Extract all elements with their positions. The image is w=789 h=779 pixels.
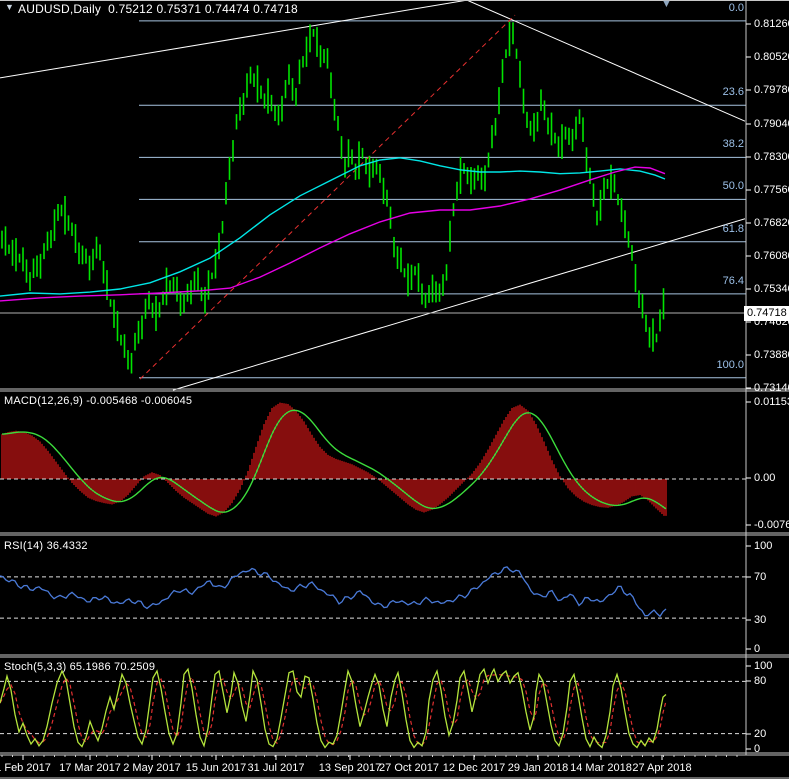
date-axis-label: 17 Mar 2017 bbox=[59, 762, 121, 774]
ohlc-close: 0.74718 bbox=[253, 2, 298, 16]
symbol-period-label: AUDUSD,Daily bbox=[18, 2, 102, 16]
stoch-axis-label: 80 bbox=[754, 675, 767, 687]
ohlc-open: 0.75212 bbox=[108, 2, 153, 16]
chart-title: AUDUSD,Daily 0.75212 0.75371 0.74474 0.7… bbox=[18, 2, 298, 16]
trendline-red-dashed bbox=[139, 14, 516, 380]
date-axis-label: 27 Oct 2017 bbox=[379, 762, 439, 774]
stoch-header: Stoch(5,3,3) 65.1986 70.2509 bbox=[4, 660, 155, 674]
date-axis-label: 15 Jun 2017 bbox=[185, 762, 247, 774]
date-axis-label: 29 Jan 2018 bbox=[507, 762, 569, 774]
rsi-axis-label: 0 bbox=[754, 643, 761, 655]
current-price-tag: 0.74718 bbox=[744, 305, 789, 321]
rsi-axis-label: 70 bbox=[754, 571, 767, 583]
stoch-axis-label: 0 bbox=[754, 743, 761, 755]
ohlc-high: 0.75371 bbox=[156, 2, 202, 16]
rsi-axis-label: 30 bbox=[754, 614, 767, 626]
ohlc-low: 0.74474 bbox=[204, 2, 250, 16]
stoch-label: Stoch(5,3,3) bbox=[4, 661, 67, 673]
current-price-value: 0.74718 bbox=[747, 306, 787, 319]
rsi-axis-label: 100 bbox=[754, 540, 773, 552]
macd-value-signal: -0.006045 bbox=[140, 395, 193, 407]
fib-level-label: 76.4 bbox=[722, 274, 744, 287]
stoch-value-signal: 70.2509 bbox=[114, 661, 156, 673]
fib-level-label: 50.0 bbox=[722, 180, 744, 193]
macd-header: MACD(12,26,9) -0.005468 -0.006045 bbox=[4, 394, 192, 408]
fib-level-label: 100.0 bbox=[716, 358, 744, 371]
date-axis-label: 1 Feb 2017 bbox=[0, 762, 51, 774]
chart-dropdown-icon: ▼ bbox=[5, 2, 14, 12]
fib-level-label: 23.6 bbox=[722, 86, 744, 99]
stoch-value-main: 65.1986 bbox=[69, 661, 111, 673]
rsi-label: RSI(14) bbox=[4, 540, 44, 552]
rsi-value: 36.4332 bbox=[46, 540, 88, 552]
fib-level-label: 38.2 bbox=[722, 138, 744, 151]
trendline-descending bbox=[466, 0, 746, 122]
date-axis-label: 27 Apr 2018 bbox=[632, 762, 692, 774]
date-axis-label: 2 May 2017 bbox=[123, 762, 181, 774]
stoch-axis-label: 20 bbox=[754, 728, 767, 740]
date-axis-label: 31 Jul 2017 bbox=[247, 762, 305, 774]
rsi-header: RSI(14) 36.4332 bbox=[4, 539, 88, 553]
macd-label: MACD(12,26,9) bbox=[4, 395, 84, 407]
trendline-ascending-upper bbox=[0, 0, 468, 79]
chart-shift-marker-icon: ▼ bbox=[661, 0, 672, 10]
macd-axis-label: 0.011537 bbox=[754, 396, 789, 408]
date-axis-label: 13 Sep 2017 bbox=[318, 762, 382, 774]
date-axis-label: 14 Mar 2018 bbox=[570, 762, 632, 774]
stoch-axis-label: 100 bbox=[754, 660, 773, 672]
macd-value-main: -0.005468 bbox=[86, 395, 138, 407]
macd-axis-label: 0.00 bbox=[754, 472, 776, 484]
fib-level-label: 61.8 bbox=[722, 222, 744, 235]
trendline-ascending-lower bbox=[172, 218, 746, 391]
fib-level-label: 0.0 bbox=[728, 1, 744, 14]
date-axis-label: 12 Dec 2017 bbox=[442, 762, 506, 774]
macd-axis-label: -0.007609 bbox=[754, 519, 789, 531]
